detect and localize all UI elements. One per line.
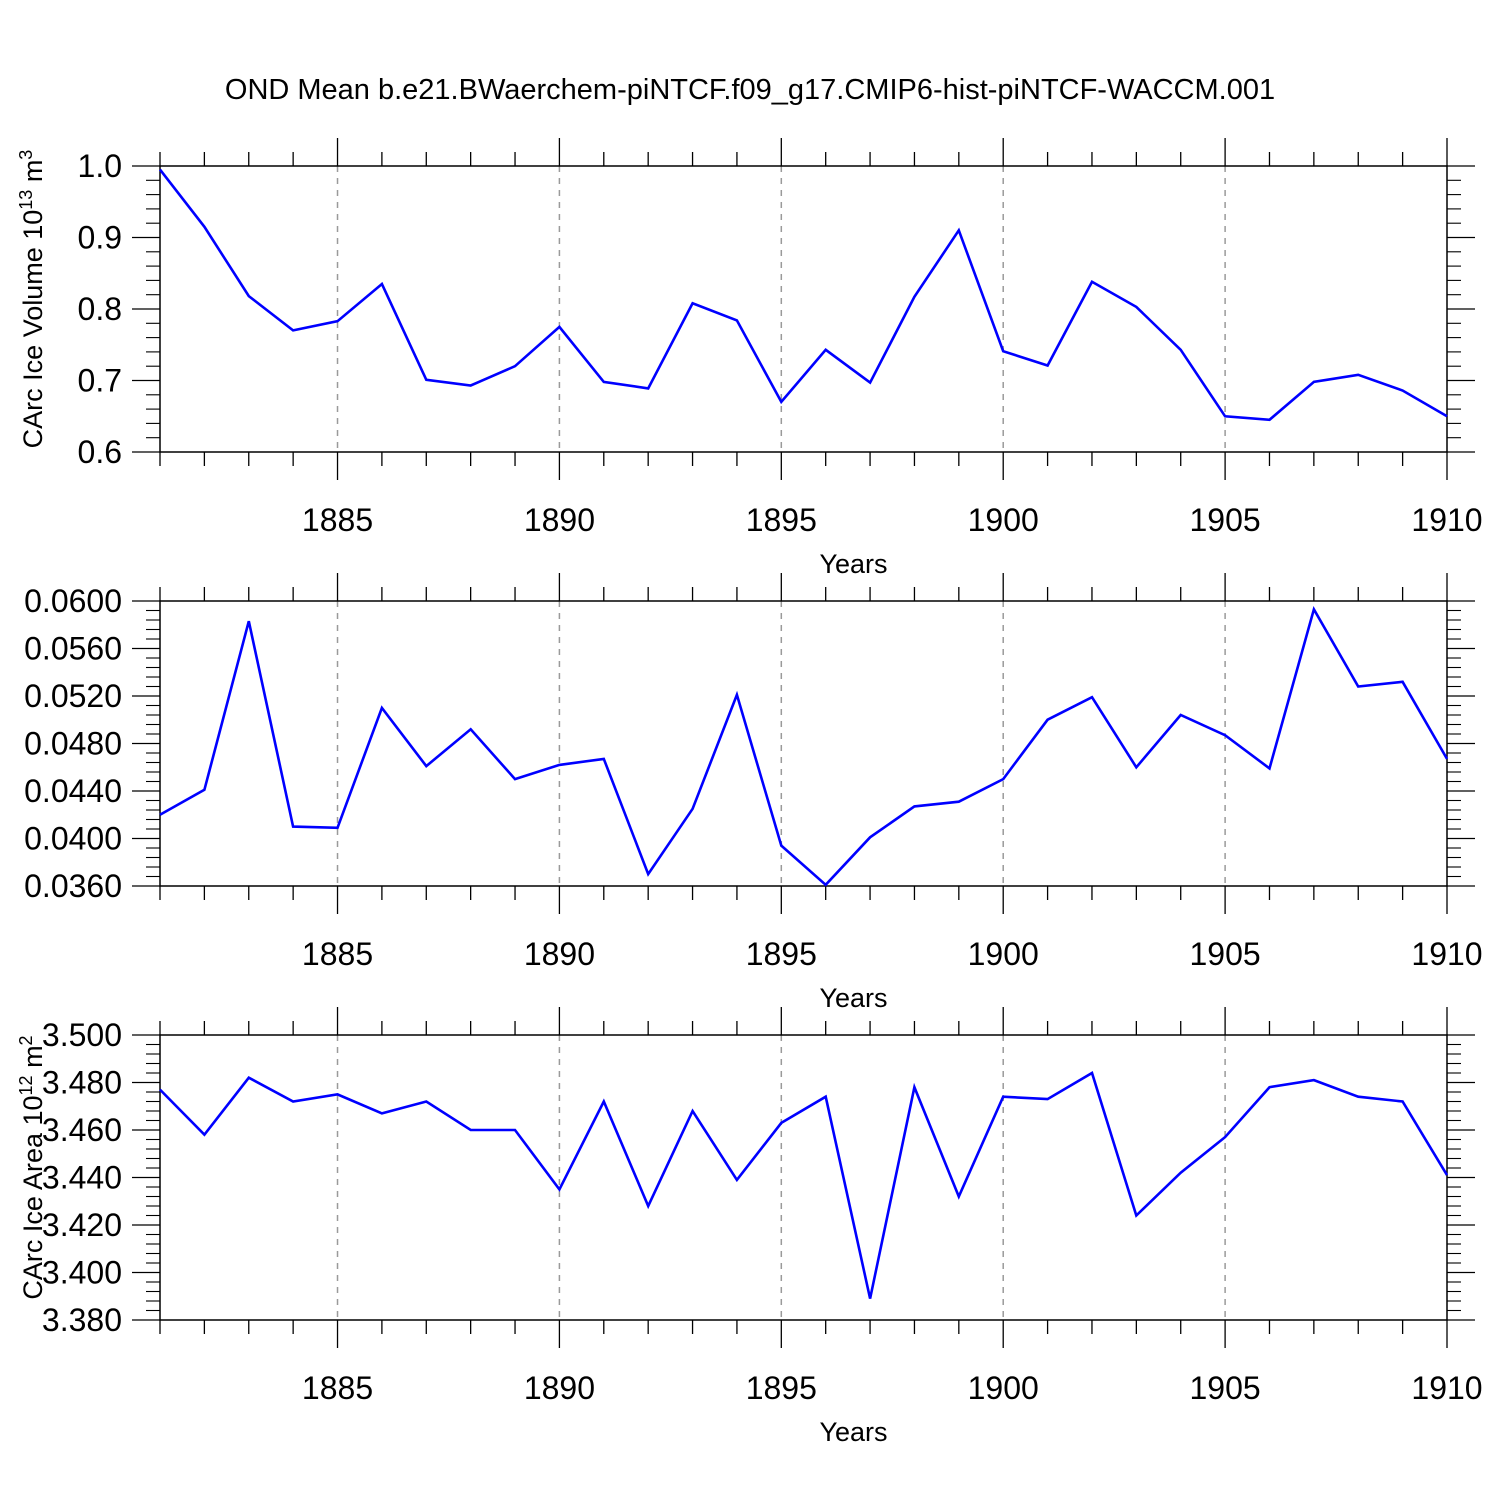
- x-tick-label: 1900: [968, 936, 1039, 972]
- x-tick-label: 1900: [968, 502, 1039, 538]
- chart-title: OND Mean b.e21.BWaerchem-piNTCF.f09_g17.…: [224, 74, 1276, 106]
- plot-frame: [159, 600, 1448, 887]
- panel-3: 3.380 3.400 3.420 3.440 3.460 3.480 3.500 1885 1…: [16, 1007, 1483, 1447]
- panel-1: 0.6 0.7 0.8 0.9 1.0 1885 1890 1895 1900 1905 1910 Y…: [16, 138, 1483, 579]
- y-axis-title: CArc Ice Volume 1013 m3: [16, 150, 48, 449]
- y-tick-label: 0.0520: [24, 678, 122, 714]
- panel-2: 0.0360 0.0400 0.0440 0.0480 0.0520 0.0560 0.06…: [24, 573, 1483, 1013]
- series-line: [159, 1071, 1449, 1299]
- x-tick-label: 1890: [524, 502, 595, 538]
- y-tick-label: 0.0560: [24, 631, 122, 667]
- x-tick-label: 1910: [1411, 502, 1482, 538]
- y-axis-title: CArc Ice Area 1012 m2: [16, 1035, 48, 1299]
- x-tick-label: 1905: [1190, 936, 1261, 972]
- y-tick-label: 0.0360: [24, 868, 122, 904]
- x-tick-label: 1885: [302, 936, 373, 972]
- x-tick-label: 1885: [302, 1370, 373, 1406]
- y-tick-label: 3.460: [42, 1112, 122, 1148]
- y-tick-label: 1.0: [78, 148, 122, 184]
- y-tick-label: 0.0600: [24, 583, 122, 619]
- y-tick-label: 0.0480: [24, 726, 122, 762]
- y-tick-label: 0.9: [78, 220, 122, 256]
- x-tick-label: 1890: [524, 1370, 595, 1406]
- series-line: [159, 605, 1449, 887]
- y-tick-label: 3.440: [42, 1160, 122, 1196]
- y-tick-label: 3.480: [42, 1065, 122, 1101]
- x-tick-label: 1895: [746, 936, 817, 972]
- x-tick-label: 1905: [1190, 502, 1261, 538]
- y-tick-label: 0.0440: [24, 773, 122, 809]
- x-tick-label: 1885: [302, 502, 373, 538]
- plot-frame: [159, 1034, 1448, 1321]
- y-tick-label: 3.400: [42, 1255, 122, 1291]
- y-tick-label: 0.7: [78, 363, 122, 399]
- x-tick-label: 1895: [746, 1370, 817, 1406]
- x-axis-title: Years: [819, 983, 887, 1013]
- x-tick-label: 1895: [746, 502, 817, 538]
- x-tick-label: 1890: [524, 936, 595, 972]
- x-tick-label: 1910: [1411, 936, 1482, 972]
- y-tick-label: 0.0400: [24, 821, 122, 857]
- x-tick-label: 1910: [1411, 1370, 1482, 1406]
- y-tick-label: 0.6: [78, 434, 122, 470]
- x-axis-title: Years: [819, 549, 887, 579]
- y-tick-label: 3.380: [42, 1302, 122, 1338]
- x-tick-label: 1900: [968, 1370, 1039, 1406]
- y-tick-label: 3.420: [42, 1207, 122, 1243]
- series-line: [158, 168, 1448, 422]
- x-tick-label: 1905: [1190, 1370, 1261, 1406]
- y-tick-label: 3.500: [42, 1017, 122, 1053]
- y-tick-label: 0.8: [78, 291, 122, 327]
- x-axis-title: Years: [819, 1417, 887, 1447]
